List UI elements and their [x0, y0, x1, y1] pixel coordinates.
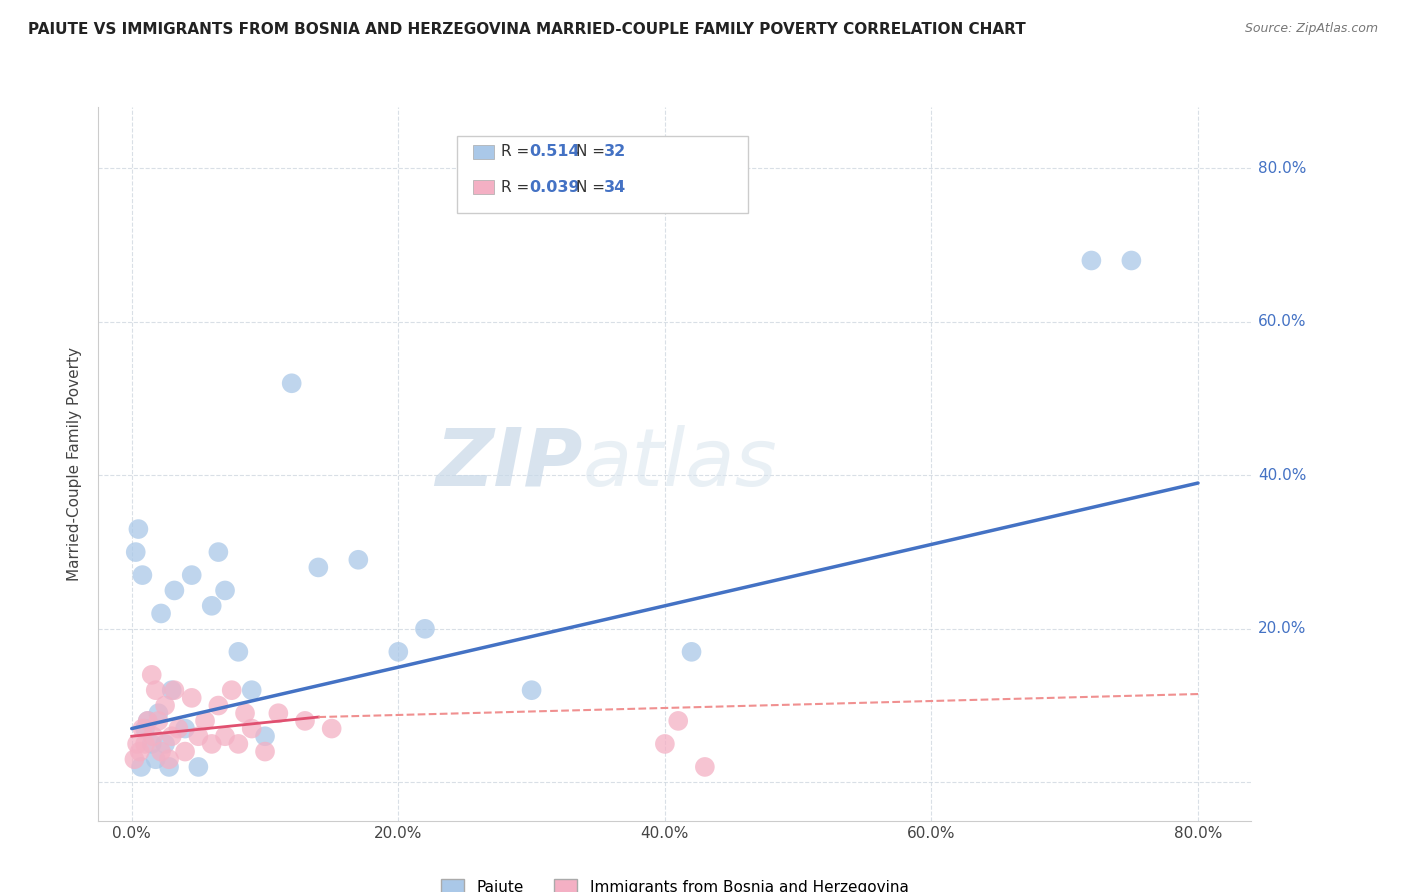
Point — [150, 745, 173, 759]
Point — [127, 522, 149, 536]
Point — [142, 729, 165, 743]
Point — [141, 668, 163, 682]
Point — [150, 607, 173, 621]
Text: 60.0%: 60.0% — [1258, 314, 1306, 329]
Point — [214, 729, 236, 743]
Point — [221, 683, 243, 698]
Point — [163, 583, 186, 598]
Point — [145, 683, 167, 698]
Point — [347, 553, 370, 567]
Point — [141, 737, 163, 751]
Point — [413, 622, 436, 636]
Point — [187, 729, 209, 743]
Text: R =: R = — [501, 180, 534, 194]
Point — [125, 737, 148, 751]
Point — [294, 714, 316, 728]
Point — [128, 745, 150, 759]
Point — [153, 737, 176, 751]
Point — [160, 729, 183, 743]
Point — [228, 645, 250, 659]
Point — [201, 599, 224, 613]
Point — [174, 722, 197, 736]
Text: 34: 34 — [603, 180, 626, 194]
Point — [157, 752, 180, 766]
Point — [693, 760, 716, 774]
Point — [187, 760, 209, 774]
Point — [387, 645, 409, 659]
Point — [280, 376, 302, 391]
Point — [136, 714, 159, 728]
Point — [145, 752, 167, 766]
Point — [148, 706, 170, 721]
Text: 32: 32 — [603, 145, 626, 159]
Text: 80.0%: 80.0% — [1258, 161, 1306, 176]
Point — [134, 737, 156, 751]
Point — [1121, 253, 1143, 268]
Point — [131, 568, 153, 582]
Point — [148, 714, 170, 728]
Text: N =: N = — [575, 180, 610, 194]
Point — [253, 745, 276, 759]
Text: R =: R = — [501, 145, 534, 159]
Point — [666, 714, 689, 728]
Point — [253, 729, 276, 743]
Point — [129, 760, 152, 774]
Point — [167, 722, 190, 736]
Point — [124, 752, 146, 766]
Text: 40.0%: 40.0% — [1258, 467, 1306, 483]
Point — [520, 683, 543, 698]
Text: 20.0%: 20.0% — [1258, 622, 1306, 636]
Legend: Paiute, Immigrants from Bosnia and Herzegovina: Paiute, Immigrants from Bosnia and Herze… — [441, 880, 908, 892]
Point — [136, 714, 159, 728]
Point — [681, 645, 703, 659]
Point — [654, 737, 676, 751]
Point — [131, 722, 153, 736]
Point — [321, 722, 343, 736]
Text: 0.039: 0.039 — [530, 180, 581, 194]
Point — [163, 683, 186, 698]
Text: N =: N = — [575, 145, 610, 159]
Point — [1080, 253, 1102, 268]
Point — [228, 737, 250, 751]
Point — [157, 760, 180, 774]
Y-axis label: Married-Couple Family Poverty: Married-Couple Family Poverty — [67, 347, 83, 581]
Point — [134, 722, 156, 736]
Text: 0.514: 0.514 — [530, 145, 581, 159]
Point — [214, 583, 236, 598]
Point — [240, 722, 263, 736]
Point — [201, 737, 224, 751]
Text: ZIP: ZIP — [436, 425, 582, 503]
Point — [160, 683, 183, 698]
Point — [207, 545, 229, 559]
Point — [180, 690, 202, 705]
Point — [233, 706, 256, 721]
Text: Source: ZipAtlas.com: Source: ZipAtlas.com — [1244, 22, 1378, 36]
Point — [267, 706, 290, 721]
Point — [125, 545, 148, 559]
Point — [240, 683, 263, 698]
Point — [194, 714, 217, 728]
Point — [207, 698, 229, 713]
Point — [174, 745, 197, 759]
Text: PAIUTE VS IMMIGRANTS FROM BOSNIA AND HERZEGOVINA MARRIED-COUPLE FAMILY POVERTY C: PAIUTE VS IMMIGRANTS FROM BOSNIA AND HER… — [28, 22, 1026, 37]
Text: atlas: atlas — [582, 425, 778, 503]
Point — [180, 568, 202, 582]
Point — [307, 560, 329, 574]
Point — [153, 698, 176, 713]
